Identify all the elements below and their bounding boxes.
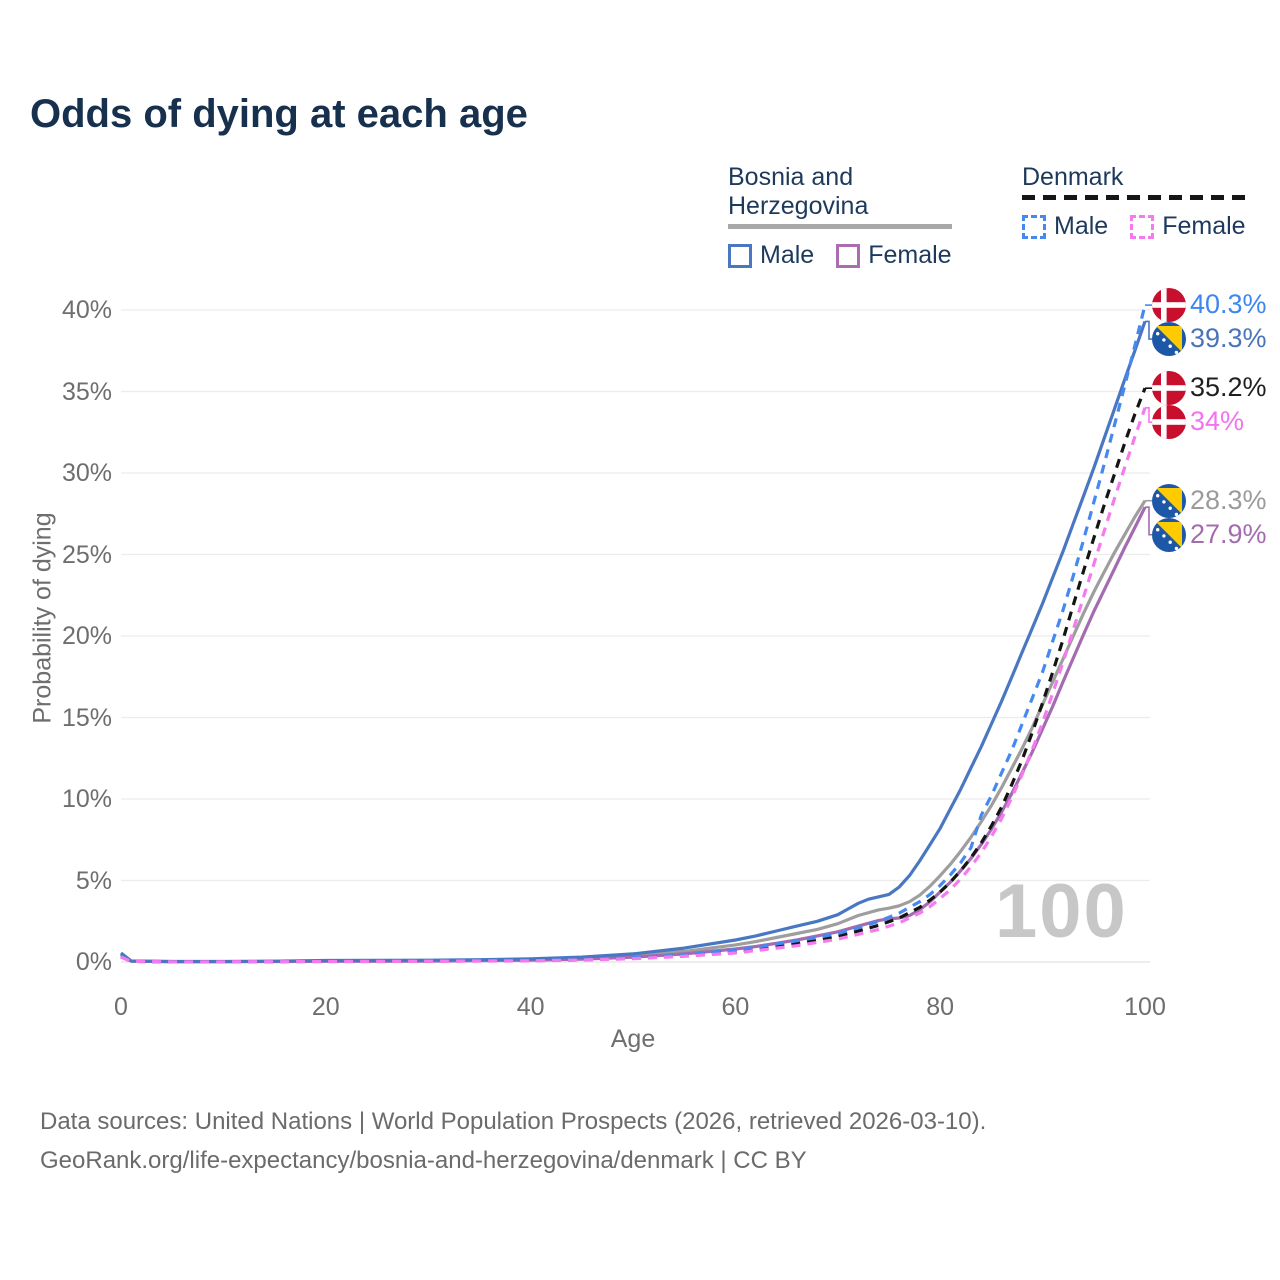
y-tick-35%: 35% bbox=[61, 377, 112, 406]
x-tick-0: 0 bbox=[114, 993, 128, 1021]
legend-swatch-icon bbox=[836, 243, 861, 268]
end-label-bosnia-female: 27.9% bbox=[1190, 518, 1267, 549]
bosnia-herzegovina-flag-icon bbox=[1152, 517, 1186, 552]
legend-group-title[interactable]: Bosnia and Herzegovina bbox=[728, 163, 869, 220]
chart-title: Odds of dying at each age bbox=[30, 92, 528, 136]
x-tick-80: 80 bbox=[926, 993, 955, 1021]
x-tick-40: 40 bbox=[516, 993, 545, 1021]
hover-age-watermark: 100 bbox=[995, 869, 1128, 954]
denmark-flag-icon bbox=[1152, 405, 1186, 440]
footer-attribution: GeoRank.org/life-expectancy/bosnia-and-h… bbox=[40, 1147, 807, 1174]
y-tick-5%: 5% bbox=[75, 866, 112, 895]
label-connector-denmark-female bbox=[1145, 407, 1152, 423]
legend-item-female[interactable]: Female bbox=[836, 241, 952, 270]
end-label-bosnia-male: 39.3% bbox=[1190, 323, 1267, 354]
line-bosnia-female bbox=[120, 506, 1147, 964]
bosnia-herzegovina-flag-icon bbox=[1152, 483, 1186, 518]
y-tick-20%: 20% bbox=[61, 622, 112, 650]
legend-item-male[interactable]: Male bbox=[1022, 212, 1108, 241]
x-tick-20: 20 bbox=[311, 993, 340, 1021]
legend-item-label: Female bbox=[868, 241, 952, 269]
x-tick-100: 100 bbox=[1124, 993, 1166, 1021]
x-axis-title: Age bbox=[610, 1025, 656, 1053]
end-label-bosnia-total: 28.3% bbox=[1190, 484, 1267, 515]
label-connector-bosnia-female bbox=[1145, 506, 1152, 536]
bosnia-herzegovina-flag-icon bbox=[1152, 322, 1186, 357]
legend-group-bosnia-and-herzegovina: Bosnia and Herzegovina Male Female bbox=[728, 163, 952, 270]
legend-item-male[interactable]: Male bbox=[728, 241, 814, 270]
end-label-denmark-total: 35.2% bbox=[1190, 372, 1267, 403]
y-tick-0%: 0% bbox=[75, 948, 112, 976]
end-label-denmark-female: 34% bbox=[1190, 406, 1245, 437]
y-tick-40%: 40% bbox=[61, 296, 112, 324]
footer-data-sources: Data sources: United Nations | World Pop… bbox=[40, 1108, 987, 1135]
legend-swatch-icon bbox=[1130, 214, 1155, 239]
legend-item-female[interactable]: Female bbox=[1130, 212, 1246, 241]
legend-swatch-icon bbox=[1022, 214, 1046, 239]
line-denmark-total bbox=[120, 387, 1147, 964]
legend-swatch-icon bbox=[728, 243, 752, 268]
legend-item-label: Male bbox=[760, 241, 815, 269]
y-tick-25%: 25% bbox=[61, 540, 112, 569]
denmark-flag-icon bbox=[1152, 288, 1186, 323]
end-label-denmark-male: 40.3% bbox=[1190, 289, 1267, 320]
line-bosnia-total bbox=[120, 499, 1147, 964]
legend-line-sample-solid bbox=[728, 224, 952, 229]
legend-line-sample-dashed bbox=[1022, 195, 1246, 200]
line-bosnia-male bbox=[120, 320, 1147, 964]
legend-group-denmark: Denmark Male Female bbox=[1022, 163, 1246, 241]
y-tick-10%: 10% bbox=[61, 785, 112, 813]
y-tick-15%: 15% bbox=[61, 703, 112, 732]
label-connector-bosnia-male bbox=[1145, 320, 1152, 340]
y-tick-30%: 30% bbox=[61, 459, 112, 487]
line-denmark-female bbox=[120, 407, 1147, 964]
legend-item-label: Female bbox=[1162, 212, 1246, 240]
legend-group-title[interactable]: Denmark bbox=[1022, 163, 1124, 191]
line-denmark-male bbox=[120, 304, 1147, 964]
legend-item-label: Male bbox=[1054, 212, 1109, 240]
x-tick-60: 60 bbox=[721, 993, 750, 1021]
denmark-flag-icon bbox=[1152, 371, 1186, 406]
